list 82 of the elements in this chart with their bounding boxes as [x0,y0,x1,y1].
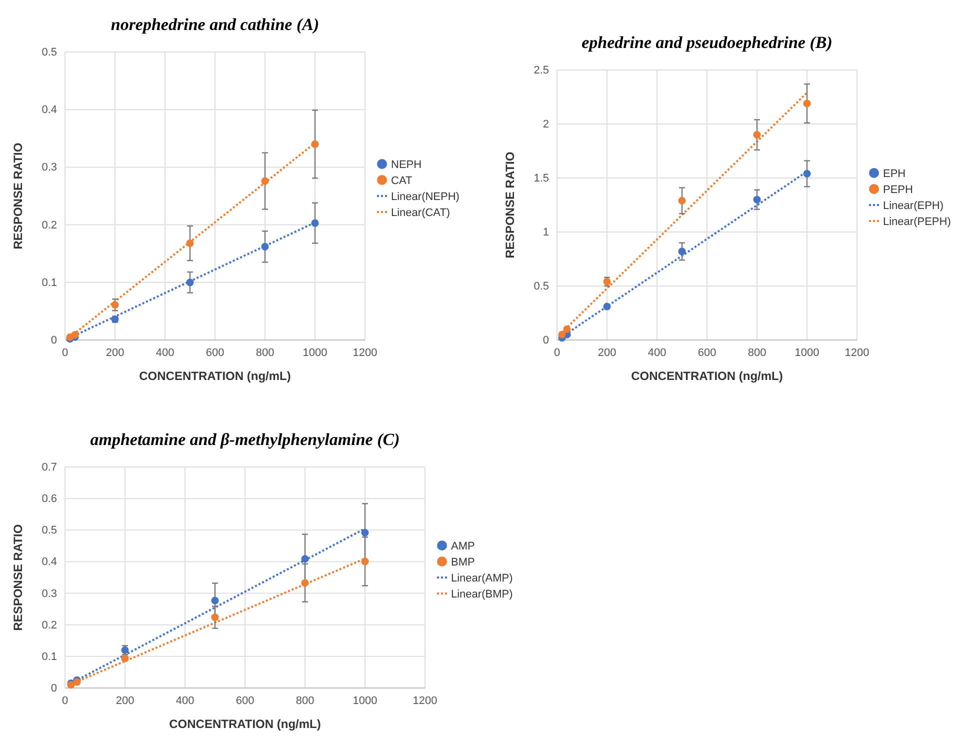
chart-title: norephedrine and cathine (A) [110,15,320,34]
x-tick-label: 200 [106,346,124,359]
point [211,614,219,622]
y-tick-label: 0.6 [42,493,57,506]
y-tick-label: 0 [542,334,549,347]
x-tick-label: 0 [62,694,68,707]
legend-label: Linear(CAT) [391,207,450,219]
legend-label: Linear(PEPH) [883,216,951,228]
x-tick-label: 0 [554,346,560,359]
x-tick-label: 600 [236,694,254,707]
legend-label: EPH [883,168,906,180]
point [301,579,309,587]
point [261,177,269,185]
x-tick-label: 1200 [352,346,378,359]
y-tick-label: 0 [50,334,57,347]
x-tick-label: 400 [156,346,174,359]
point [803,170,811,178]
point [186,278,194,286]
y-tick-label: 0.2 [42,619,57,632]
x-tick-label: 400 [176,694,194,707]
x-tick-label: 600 [698,346,716,359]
y-axis-title: RESPONSE RATIO [503,152,517,258]
point [563,325,571,333]
x-tick-label: 800 [256,346,274,359]
y-tick-label: 0.1 [42,650,57,663]
y-tick-label: 0.4 [42,556,57,568]
point [311,219,319,227]
y-axis-title: RESPONSE RATIO [11,142,25,250]
x-tick-label: 1000 [794,346,820,359]
point [211,596,219,604]
x-tick-label: 800 [296,694,314,707]
legend-label: CAT [391,175,412,187]
point [261,242,269,250]
point [803,100,811,108]
y-tick-label: 0.3 [42,588,57,600]
y-tick-label: 0.5 [42,46,57,59]
y-tick-label: 0.1 [42,276,57,289]
x-axis-title: CONCENTRATION (ng/mL) [169,717,321,731]
chart-title: amphetamine and β-methylphenylamine (C) [90,430,400,449]
y-tick-label: 0.2 [42,219,57,232]
point [678,196,686,204]
point [111,301,119,309]
y-tick-label: 2 [542,118,549,131]
y-tick-label: 0.3 [42,162,57,174]
x-tick-label: 200 [598,346,616,359]
point [753,196,761,204]
x-tick-label: 0 [62,346,68,359]
x-tick-label: 200 [116,694,134,707]
y-tick-label: 0.4 [42,104,57,116]
x-tick-label: 600 [206,346,224,359]
x-axis-title: CONCENTRATION (ng/mL) [631,369,783,383]
legend-label: Linear(BMP) [451,588,513,600]
legend-label: PEPH [883,184,914,196]
legend-label: AMP [451,540,475,552]
x-tick-label: 800 [748,346,766,359]
x-tick-label: 1200 [844,346,870,359]
point [678,248,686,256]
x-axis-title: CONCENTRATION (ng/mL) [139,369,291,383]
y-tick-label: 1 [542,226,549,239]
chart-title: ephedrine and pseudoephedrine (B) [582,33,832,52]
point [558,330,566,338]
x-tick-label: 1000 [302,346,328,359]
y-axis-title: RESPONSE RATIO [11,524,25,631]
y-tick-label: 0 [50,682,57,695]
point [753,131,761,139]
y-tick-label: 2.5 [534,64,549,77]
x-tick-label: 1000 [352,694,378,707]
x-tick-label: 400 [648,346,666,359]
legend-label: Linear(EPH) [883,200,944,212]
point [311,140,319,148]
x-tick-label: 1200 [412,694,438,707]
y-tick-label: 0.5 [534,280,549,293]
y-tick-label: 0.5 [42,524,57,537]
point [603,302,611,310]
legend-label: NEPH [391,159,422,171]
legend-label: Linear(NEPH) [391,191,460,203]
y-tick-label: 0.7 [42,462,57,474]
legend-label: Linear(AMP) [451,572,513,584]
legend-label: BMP [451,556,475,568]
y-tick-label: 1.5 [534,172,549,185]
point [361,558,369,566]
point [186,239,194,248]
